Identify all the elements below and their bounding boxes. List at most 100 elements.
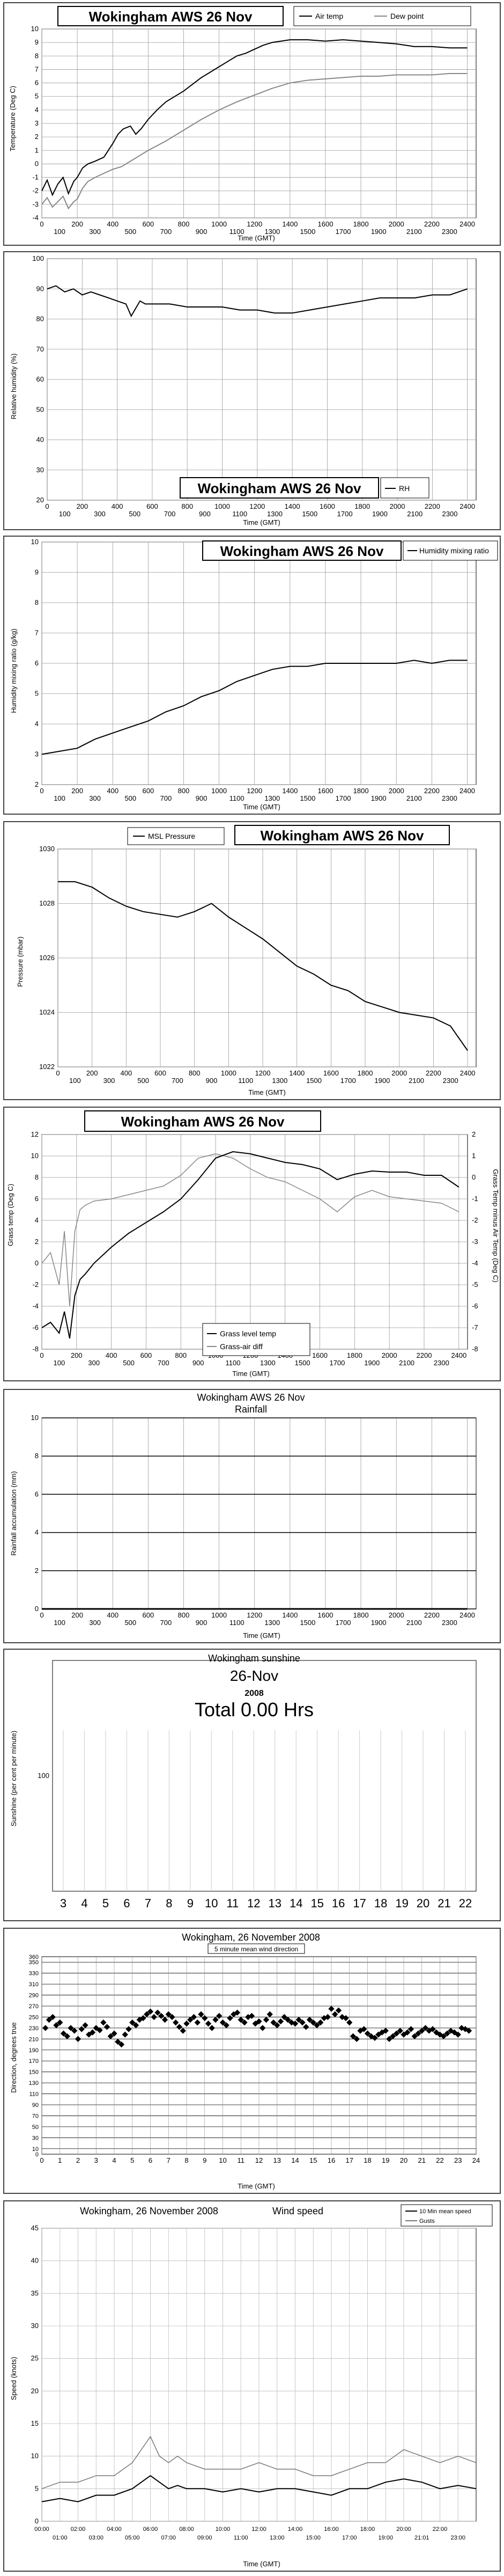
wind-direction-point: [361, 2026, 367, 2032]
x-tick-label: 17: [353, 1897, 366, 1910]
chart-subtitle: Wind speed: [272, 2206, 323, 2216]
x-tick-label: 1200: [247, 787, 262, 795]
x-tick-label: 600: [146, 502, 158, 510]
x-tick-label: 15: [310, 1897, 323, 1910]
y-axis-label: Relative humidity (%): [10, 354, 18, 420]
series-line-gusts: [41, 2435, 477, 2490]
x-tick-label: 2400: [459, 502, 475, 510]
y-tick-label: 50: [32, 2124, 39, 2131]
y-tick-label: 90: [36, 284, 44, 292]
x-tick-label: 2100: [409, 1077, 424, 1085]
x-tick-label: 900: [206, 1077, 218, 1085]
y-tick-label: 6: [35, 79, 39, 87]
x-tick-label: 1500: [295, 1359, 310, 1367]
x-tick-label: 600: [143, 220, 154, 228]
y-tick-label: 190: [29, 2047, 39, 2054]
x-tick-label: 08:00: [179, 2526, 194, 2533]
x-tick-label: 200: [71, 220, 83, 228]
y-tick-label: 4: [35, 1528, 39, 1536]
x-tick-label: 13: [268, 1897, 281, 1910]
x-tick-label: 21: [438, 1897, 450, 1910]
y-axis-label: Rainfall accumulation (mm): [10, 1471, 18, 1556]
x-tick-label: 1600: [312, 1351, 328, 1359]
y-tick-label: -1: [32, 173, 39, 181]
wind-direction-point: [78, 2026, 85, 2032]
y-tick-label: 90: [32, 2102, 39, 2109]
x-tick-label: 700: [160, 1619, 172, 1627]
x-axis-label: Time (GMT): [248, 1088, 286, 1096]
x-axis-label: Time (GMT): [243, 1631, 280, 1640]
y-axis-label: Temperature (Deg C): [9, 86, 17, 151]
y-tick-label: 60: [36, 375, 44, 383]
x-tick-label: 2300: [442, 1619, 457, 1627]
x-tick-label: 14: [290, 1897, 302, 1910]
x-tick-label: 100: [69, 1077, 81, 1085]
x-tick-label: 1000: [211, 787, 227, 795]
x-tick-label: 0: [40, 1611, 43, 1619]
y-tick-label: 12: [31, 1130, 39, 1138]
wind-direction-point: [154, 2009, 161, 2016]
x-tick-label: 1000: [211, 1611, 227, 1619]
humidity-chart-svg: 0 200 400 600 800 1000 1200 1400 1600 1800 2000 220…: [10, 254, 477, 526]
x-tick-label: 2400: [459, 220, 475, 228]
x-tick-label: 2400: [460, 1069, 476, 1077]
x-tick-label: 300: [89, 794, 101, 802]
chart-title: Wokingham AWS 26 Nov: [121, 1114, 285, 1130]
wind-speed-chart-svg: 0 5 10 15 20 25 30 35 40 45 00:00 02:00 04:00 06:00 08…: [10, 2204, 493, 2568]
x-tick-label: 16: [332, 1897, 345, 1910]
x-tick-label: 1600: [318, 787, 333, 795]
x-tick-label: 1400: [282, 787, 298, 795]
wind-direction-point: [411, 2033, 418, 2039]
x-tick-label: 1500: [302, 510, 317, 518]
x-tick-label: 0: [40, 1351, 43, 1359]
x-tick-label: 1200: [249, 502, 265, 510]
x-tick-label: 1300: [264, 1619, 280, 1627]
wind-direction-point: [68, 2025, 74, 2031]
x-tick-label: 200: [76, 502, 88, 510]
legend-label-rh: RH: [399, 484, 410, 493]
y-tick-label: 1024: [39, 1008, 55, 1016]
x-tick-label: 14: [291, 2156, 299, 2164]
y-axis-label: Humidity mixing ratio (g/kg): [10, 628, 18, 713]
x-tick-label: 3: [60, 1897, 66, 1910]
temperature-chart-svg: 0 200 400 600 800 1000 1200 1400 1600 1800 2000 220…: [9, 6, 477, 242]
x-tick-label: 1800: [354, 502, 370, 510]
x-axis-label: Time (GMT): [232, 1370, 270, 1378]
y-tick-label: 130: [29, 2080, 39, 2087]
x-tick-label: 19:00: [378, 2535, 393, 2541]
wind-direction-point: [89, 2029, 96, 2036]
wind-direction-point: [198, 2011, 204, 2017]
y-tick-label: 100: [32, 254, 44, 262]
y-tick-label: 20: [31, 2387, 39, 2395]
wind-direction-point: [202, 2015, 208, 2022]
y2-axis-label: Grass Temp minus Air Temp (Deg C): [492, 1169, 500, 1282]
y-tick-label: 0: [35, 2151, 39, 2158]
x-tick-label: 700: [158, 1359, 169, 1367]
y-tick-label: 4: [35, 1216, 39, 1224]
legend-label-air-temp: Air temp: [315, 12, 343, 20]
y2-tick-label: 2: [472, 1130, 476, 1138]
y-tick-label: 5: [35, 690, 39, 698]
x-tick-label: 1700: [336, 1619, 351, 1627]
x-tick-label: 10: [205, 1897, 218, 1910]
wind-direction-chart: 0 10 30 50 70 90 110 130 150 170 190 210 230 250 270 29…: [3, 1928, 501, 2194]
y-tick-label: 2: [35, 1238, 39, 1246]
x-tick-label: 11: [226, 1897, 239, 1910]
series-line-mixing-ratio: [41, 660, 468, 755]
y-tick-label: 6: [35, 1490, 39, 1498]
mixing-ratio-chart: 0 200 400 600 800 1000 1200 1400 1600 1800 2000 220…: [3, 536, 501, 815]
wind-direction-point: [422, 2025, 429, 2031]
wind-direction-point: [465, 2028, 472, 2034]
x-tick-label: 1: [58, 2156, 62, 2164]
wind-direction-point: [346, 2019, 353, 2026]
x-axis-label: Time (GMT): [238, 2182, 275, 2190]
x-tick-label: 500: [137, 1077, 149, 1085]
y-tick-label: 4: [35, 720, 39, 728]
x-tick-label: 23: [454, 2156, 462, 2164]
x-tick-label: 2200: [424, 787, 440, 795]
x-tick-label: 18:00: [360, 2526, 375, 2533]
wind-direction-point: [274, 2022, 280, 2029]
series-line-air-temp: [41, 39, 468, 196]
x-tick-label: 0: [45, 502, 49, 510]
x-tick-label: 2100: [406, 228, 422, 236]
